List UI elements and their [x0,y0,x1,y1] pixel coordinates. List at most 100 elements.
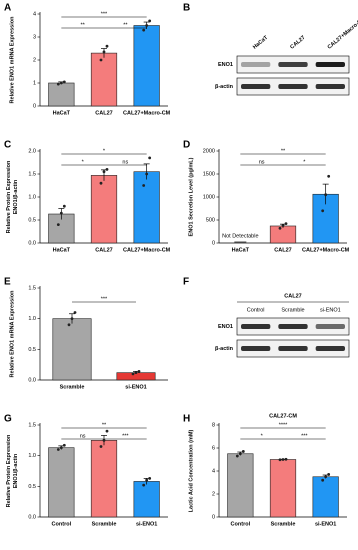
data-point [284,457,288,461]
data-point [62,443,66,447]
row-label: ENO1 [218,62,233,68]
data-point [321,478,325,482]
bar [269,225,297,244]
y-tick-label: 1 [33,80,36,86]
data-point [324,193,328,197]
bar [52,318,92,381]
data-point [134,371,138,375]
y-tick-label: 0.5 [28,347,36,353]
x-tick-label: HaCaT [232,247,250,253]
significance-label: *** [122,433,129,439]
significance-label: * [82,159,85,165]
data-point [62,204,66,208]
x-tick-label: Control [52,521,72,527]
x-tick-label: si-ENO1 [125,384,146,390]
bar [48,82,75,107]
y-axis-label: ENO1/β-actin [13,179,19,214]
data-point [105,44,109,48]
data-point [148,19,152,23]
panel-letter: C [4,140,11,151]
significance-label: ns [259,159,265,165]
lane-label: HaCaT [252,34,270,50]
bar [90,175,118,244]
x-tick-label: CAL27+Macro-CM [123,110,171,116]
blot-band [278,324,308,329]
data-point [67,323,71,327]
data-point [284,222,288,226]
panel-letter: H [183,414,190,425]
significance-label: * [303,159,306,165]
significance-label: ** [81,22,86,28]
y-tick-label: 0.0 [28,514,36,520]
data-point [145,478,149,482]
y-tick-label: 0 [212,514,215,520]
annotation: Not Detectable [222,233,258,239]
y-tick-label: 0.0 [28,377,36,383]
significance-label: ** [281,148,286,154]
y-tick-label: 0.5 [28,217,36,223]
y-tick-label: 2 [212,491,215,497]
y-tick-label: 0 [212,240,215,246]
significance-label: *** [301,433,308,439]
data-point [102,170,106,174]
x-tick-label: CAL27 [95,110,112,116]
lane-label: Scramble [281,307,304,313]
data-point [105,168,109,171]
y-tick-label: 4 [33,11,36,17]
x-tick-label: CAL27 [274,247,291,253]
bar [133,171,160,244]
y-tick-label: 1000 [203,194,215,200]
data-point [235,454,239,458]
lane-label: Control [247,307,265,313]
row-label: ENO1 [218,324,233,330]
lane-label: CAL27+Macro-CM [327,15,358,50]
blot-band [278,346,308,351]
y-tick-label: 1.5 [28,171,36,177]
data-point [102,50,106,54]
data-point [70,317,74,321]
panel-letter: D [183,140,190,151]
lane-label: si-ENO1 [320,307,341,313]
bar [312,476,339,518]
data-point [99,58,103,62]
data-point [131,372,135,376]
y-tick-label: 4 [212,468,215,474]
y-axis-label: Relative ENO1 mRNA Expression [9,290,15,378]
blot-band [315,62,345,67]
data-point [137,370,141,373]
data-point [59,446,63,450]
x-tick-label: Scramble [92,521,117,527]
y-tick-label: 1.0 [28,453,36,459]
panel-letter: F [183,277,189,288]
y-tick-label: 3 [33,34,36,40]
significance-label: ns [122,159,128,165]
panel-letter: E [4,277,11,288]
lane-label: CAL27 [289,35,306,51]
bar [133,25,160,107]
data-point [142,184,146,187]
bar [90,52,118,107]
x-tick-label: CAL27+Macro-CM [123,247,171,253]
bar [133,481,160,518]
data-point [321,209,325,213]
bar [48,447,75,518]
y-tick-label: 1.5 [28,285,36,291]
y-tick-label: 2.0 [28,148,36,154]
bar [227,453,254,518]
data-point [148,156,152,160]
bar [269,459,297,518]
data-point [327,174,331,178]
significance-label: *** [101,296,108,302]
data-point [145,24,149,27]
y-axis-label: Lactic Acid Concentration (mM) [188,430,194,513]
y-axis-label: Relative Protein Expression [6,160,12,233]
blot-band [241,62,271,67]
data-point [327,473,331,476]
blot-title: CAL27 [284,293,301,299]
blot-band [278,84,308,89]
significance-label: ns [80,433,86,439]
y-axis-label: ENO1/β-actin [13,453,19,488]
error-bar [143,163,150,180]
y-tick-label: 500 [206,217,215,223]
